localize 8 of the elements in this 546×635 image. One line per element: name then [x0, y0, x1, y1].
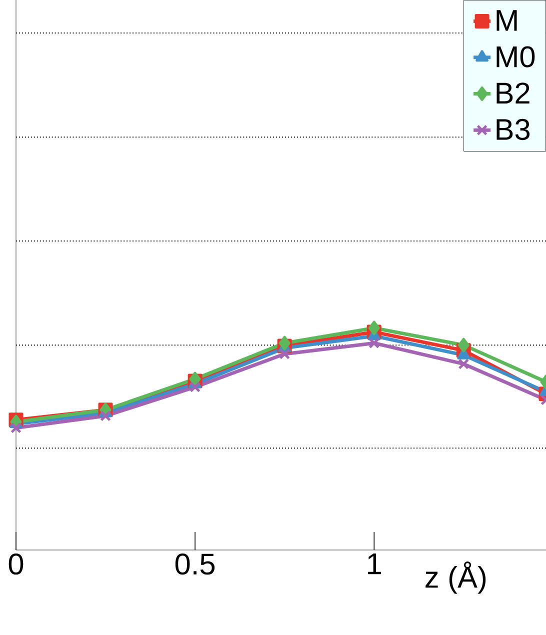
legend-label: B3	[496, 118, 530, 140]
legend-label: B2	[496, 82, 530, 104]
x-tick-label: 0	[8, 554, 24, 575]
legend-label: M	[496, 10, 517, 31]
legend-label: M0	[496, 46, 535, 68]
x-tick-label: 0.5	[175, 554, 215, 575]
x-axis-title: z (Å)	[426, 562, 486, 594]
x-tick-label: 1	[368, 554, 381, 574]
